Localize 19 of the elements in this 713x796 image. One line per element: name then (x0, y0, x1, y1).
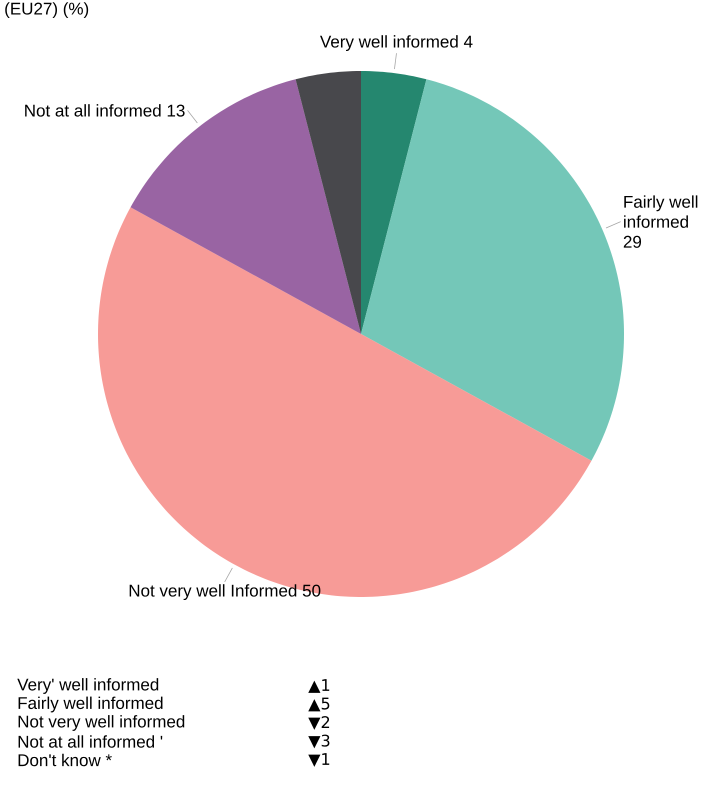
text: ▼2 (308, 716, 330, 730)
text: Fairly well informed (18, 696, 162, 712)
text: Very' well informed (17, 678, 158, 694)
data-label: 50 (302, 584, 320, 597)
text: ▲5 (308, 698, 330, 712)
text: ▼3 (308, 734, 330, 748)
text: Not very well informed (18, 715, 184, 731)
slice-label: Not very well Informed (130, 584, 296, 600)
slice-label: Not at all informed (25, 104, 161, 117)
slice-label: Fairly well informed (624, 195, 698, 228)
text: Not at all informed ' (18, 735, 162, 748)
text: ▲1 (308, 679, 330, 693)
data-label: 4 (464, 36, 473, 48)
chart-title: (EU27) (%) (5, 2, 88, 18)
data-label: 29 (624, 236, 642, 248)
text: Don't know * (18, 754, 112, 766)
data-label: 13 (168, 104, 185, 117)
text: ▼1 (308, 753, 330, 767)
slice-label: Very well informed (320, 35, 458, 52)
